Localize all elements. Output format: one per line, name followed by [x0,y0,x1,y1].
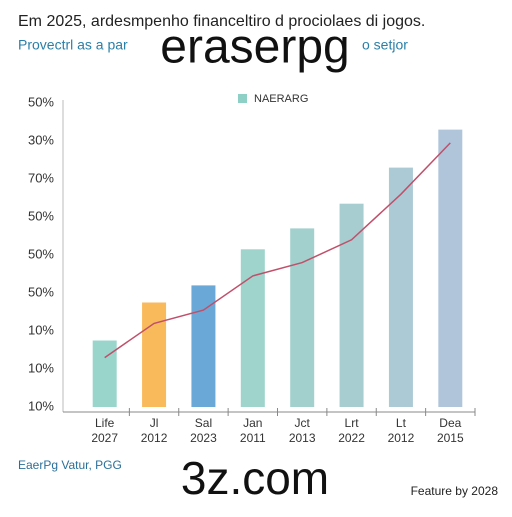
x-tick-label: Jct [295,416,311,430]
x-tick-label: 2023 [190,431,217,445]
y-tick-label: 50% [28,284,54,299]
bar [339,203,364,407]
y-tick-label: 10% [28,398,54,413]
footer-right: Feature by 2028 [411,484,499,498]
x-tick-label: Lt [396,416,407,430]
x-tick-label: Dea [439,416,461,430]
x-tick-label: 2013 [289,431,316,445]
y-tick-label: 70% [28,170,54,185]
y-tick-label: 50% [28,208,54,223]
legend-swatch [238,94,247,103]
x-tick-label: Jl [150,416,159,430]
chart-subtitle: Provectrl as a par [18,37,128,53]
y-tick-label: 10% [28,322,54,337]
y-tick-label: 50% [28,94,54,109]
chart-title: Em 2025, ardesmpenho financeltiro d proc… [18,13,425,30]
x-tick-label: Lrt [345,416,360,430]
chart-subtitle-tail: o setjor [362,37,408,53]
x-tick-label: 2011 [240,431,266,445]
x-tick-label: Life [95,416,115,430]
x-tick-label: 2015 [437,431,464,445]
x-tick-label: Jan [243,416,262,430]
y-tick-label: 50% [28,246,54,261]
x-tick-label: 2022 [338,431,365,445]
bar [92,340,117,407]
bar [388,167,413,407]
watermark: eraserpg [160,21,349,74]
bar [142,302,167,407]
bar [438,129,463,407]
y-tick-label: 30% [28,132,54,147]
y-tick-label: 10% [28,360,54,375]
bar [290,228,315,407]
x-tick-label: 2012 [141,431,168,445]
footer-left: EaerPg Vatur, PGG [18,458,122,472]
trend-line [104,142,451,359]
x-tick-label: 2027 [91,431,118,445]
watermark: 3z.com [181,452,329,504]
bar [191,285,216,407]
x-tick-label: Sal [195,416,212,430]
legend-label: NAERARG [254,93,308,105]
x-tick-label: 2012 [388,431,415,445]
